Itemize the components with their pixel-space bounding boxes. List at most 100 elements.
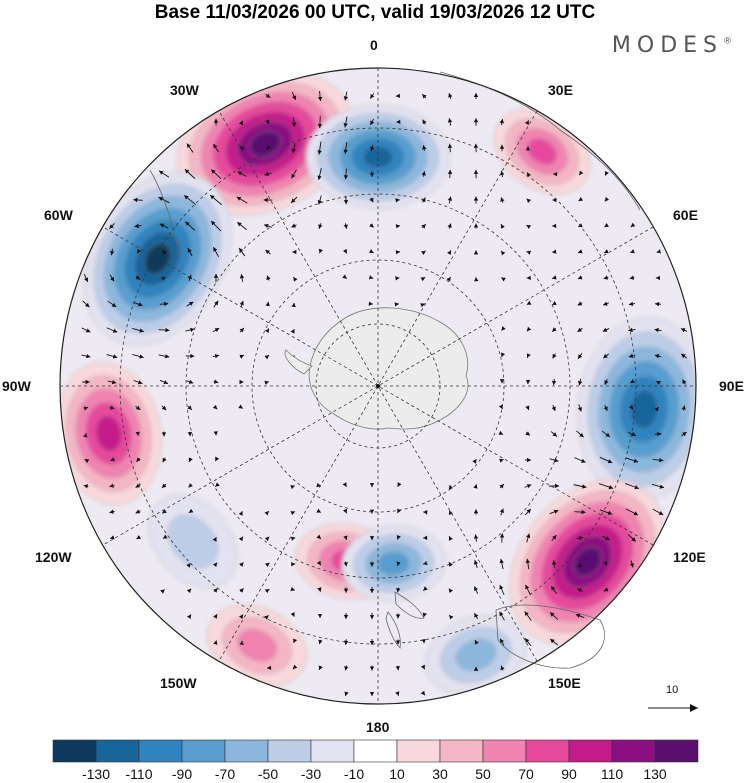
anomaly-contour (167, 514, 218, 568)
wind-vector-head (525, 431, 531, 436)
wind-vector-head (188, 457, 193, 463)
wind-vector-head (212, 562, 218, 568)
wind-vector-head (421, 197, 426, 203)
wind-vector-head (579, 170, 584, 176)
wind-vector-head (472, 459, 477, 464)
wind-vector-head (422, 119, 427, 125)
wind-vector-head (603, 275, 609, 280)
wind-vector-head (212, 537, 217, 542)
wind-vector-head (526, 198, 532, 204)
lon-label-90e: 90E (719, 378, 744, 394)
wind-vector-head (552, 327, 557, 332)
wind-vector-head (552, 223, 557, 229)
wind-vector-head (263, 197, 268, 203)
wind-vector-head (395, 250, 400, 255)
colorbar-swatch (138, 739, 183, 763)
lon-label-0: 0 (370, 37, 378, 53)
wind-vector-head (552, 249, 557, 254)
wind-vector-head (342, 248, 347, 254)
colorbar-swatch (439, 739, 484, 763)
colorbar-label: -30 (300, 766, 322, 782)
wind-vector-head (578, 196, 584, 201)
wind-vector-head (264, 536, 270, 542)
wind-vector-head (83, 433, 88, 438)
wind-vector-head (369, 223, 374, 228)
colorbar-swatch (525, 739, 570, 763)
wind-vector-head (526, 533, 531, 539)
lon-label-150w: 150W (160, 675, 197, 691)
wind-vector-head (448, 510, 453, 516)
wind-vector-head (187, 432, 193, 437)
wind-vector-head (369, 509, 375, 514)
wind-vector-head (524, 120, 529, 126)
anomaly-contour (377, 551, 410, 575)
wind-vector-head (265, 301, 270, 307)
wind-vector-head (112, 328, 118, 333)
wind-vector-head (291, 302, 296, 308)
wind-vector-head (552, 535, 557, 540)
wind-vector-head (628, 404, 634, 410)
wind-vector-head (659, 484, 665, 489)
wind-vector-head (264, 589, 270, 594)
wind-vector-head (188, 483, 193, 488)
wind-vector-head (109, 224, 114, 229)
wind-vector-head (578, 223, 583, 228)
wind-vector-head (291, 562, 296, 567)
wind-vector-head (318, 639, 323, 645)
wind-vector-head (238, 536, 243, 542)
wind-vector-head (603, 353, 608, 359)
wind-vector-head (213, 143, 218, 149)
wind-vector-head (134, 223, 139, 229)
wind-vector-head (552, 301, 557, 306)
anomaly-contour (573, 546, 602, 577)
wind-vector-head (582, 484, 587, 489)
wind-vector-head (500, 638, 504, 644)
wind-vector-head (448, 562, 453, 567)
wind-vector-head (161, 483, 167, 488)
wind-vector-head (267, 665, 272, 671)
wind-vector-head (111, 379, 117, 385)
wind-vector-head (215, 482, 220, 487)
wind-vector-head (605, 432, 611, 437)
wind-vector-head (111, 302, 117, 307)
wind-vector-head (163, 534, 168, 539)
wind-vector-head (161, 277, 166, 281)
wind-vector-head (159, 170, 164, 175)
wind-vector-head (159, 223, 165, 228)
wind-vector-head (608, 485, 614, 490)
wind-vector-head (628, 301, 634, 307)
colorbar (52, 739, 699, 763)
wind-vector-head (139, 354, 144, 359)
wind-vector-head (395, 276, 400, 281)
wind-vector-head (369, 666, 375, 671)
wind-vector-head (526, 250, 531, 255)
wind-vector-head (577, 275, 583, 280)
wind-vector-head (551, 560, 557, 565)
wind-vector-head (447, 250, 451, 255)
wind-vector-head (343, 562, 348, 567)
wind-vector-head (658, 511, 664, 515)
wind-vector-head (137, 248, 142, 254)
wind-vector-head (500, 352, 506, 358)
wind-vector-head (423, 586, 428, 591)
wind-vector-head (551, 406, 556, 412)
wind-vector-head (265, 249, 270, 255)
wind-vector-head (526, 300, 532, 305)
wind-vector-head (682, 379, 687, 385)
wind-vector-head (628, 353, 634, 358)
wind-vector-head (342, 482, 347, 487)
wind-vector-head (604, 196, 610, 202)
wind-vector-head (396, 561, 401, 566)
lon-label-30e: 30E (548, 82, 573, 98)
colorbar-label: -130 (81, 766, 111, 782)
wind-vector-head (397, 482, 402, 487)
wind-vector-head (656, 381, 661, 385)
wind-vector-head (369, 483, 375, 488)
wind-vector-head (629, 275, 635, 280)
wind-vector-head (86, 353, 91, 359)
wind-vector-head (213, 431, 218, 436)
wind-vector-head (631, 537, 636, 542)
wind-vector-head (498, 430, 504, 435)
wind-vector-head (214, 353, 220, 359)
